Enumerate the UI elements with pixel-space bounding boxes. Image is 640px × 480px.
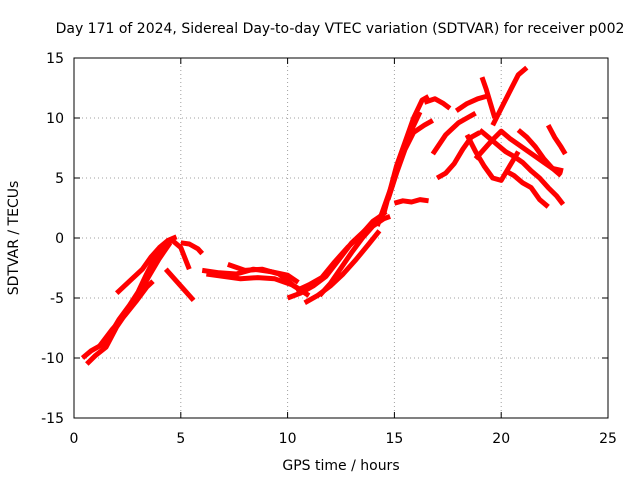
series-track-27	[504, 168, 550, 209]
x-tick-label: 15	[385, 431, 403, 447]
y-tick-labels: -15 -10 -5 0 5 10 15	[41, 51, 64, 427]
chart-title: Day 171 of 2024, Sidereal Day-to-day VTE…	[56, 21, 625, 37]
series-track-22	[464, 133, 521, 183]
x-tick-labels: 0 5 10 15 20 25	[70, 431, 617, 447]
y-tick-label: -5	[50, 291, 64, 307]
y-tick-label: -10	[41, 351, 64, 367]
series-track-26	[479, 76, 498, 119]
series-track-12	[303, 229, 382, 305]
series-track-19	[430, 111, 477, 156]
y-tick-label: 5	[55, 171, 64, 187]
series-track-5	[163, 267, 196, 303]
x-axis-label: GPS time / hours	[282, 458, 399, 474]
x-tick-label: 25	[599, 431, 617, 447]
series-track-21	[454, 93, 487, 113]
grid	[74, 58, 608, 418]
x-tick-label: 20	[492, 431, 510, 447]
series-track-9	[226, 262, 311, 298]
y-tick-label: 15	[46, 51, 64, 67]
y-tick-label: 10	[46, 111, 64, 127]
series-track-3	[97, 279, 155, 348]
y-tick-label: -15	[41, 411, 64, 427]
series-track-6	[180, 240, 205, 256]
series-track-20	[435, 130, 482, 181]
series-track-11	[295, 211, 386, 294]
tick-marks	[73, 57, 609, 419]
y-tick-label: 0	[55, 231, 64, 247]
series-track-18	[423, 96, 452, 111]
series-track-13	[317, 214, 391, 298]
series-track-29	[545, 124, 568, 156]
x-tick-label: 0	[70, 431, 79, 447]
series-track-17	[393, 197, 429, 206]
series-track-28	[516, 128, 563, 178]
series-group	[80, 65, 568, 366]
series-track-25	[490, 65, 529, 127]
y-axis-label: SDTVAR / TECUs	[6, 181, 22, 296]
x-tick-label: 5	[176, 431, 185, 447]
series-track-24	[478, 128, 566, 206]
series-track-16	[385, 118, 435, 201]
series-track-4	[114, 234, 178, 296]
x-tick-label: 10	[279, 431, 297, 447]
